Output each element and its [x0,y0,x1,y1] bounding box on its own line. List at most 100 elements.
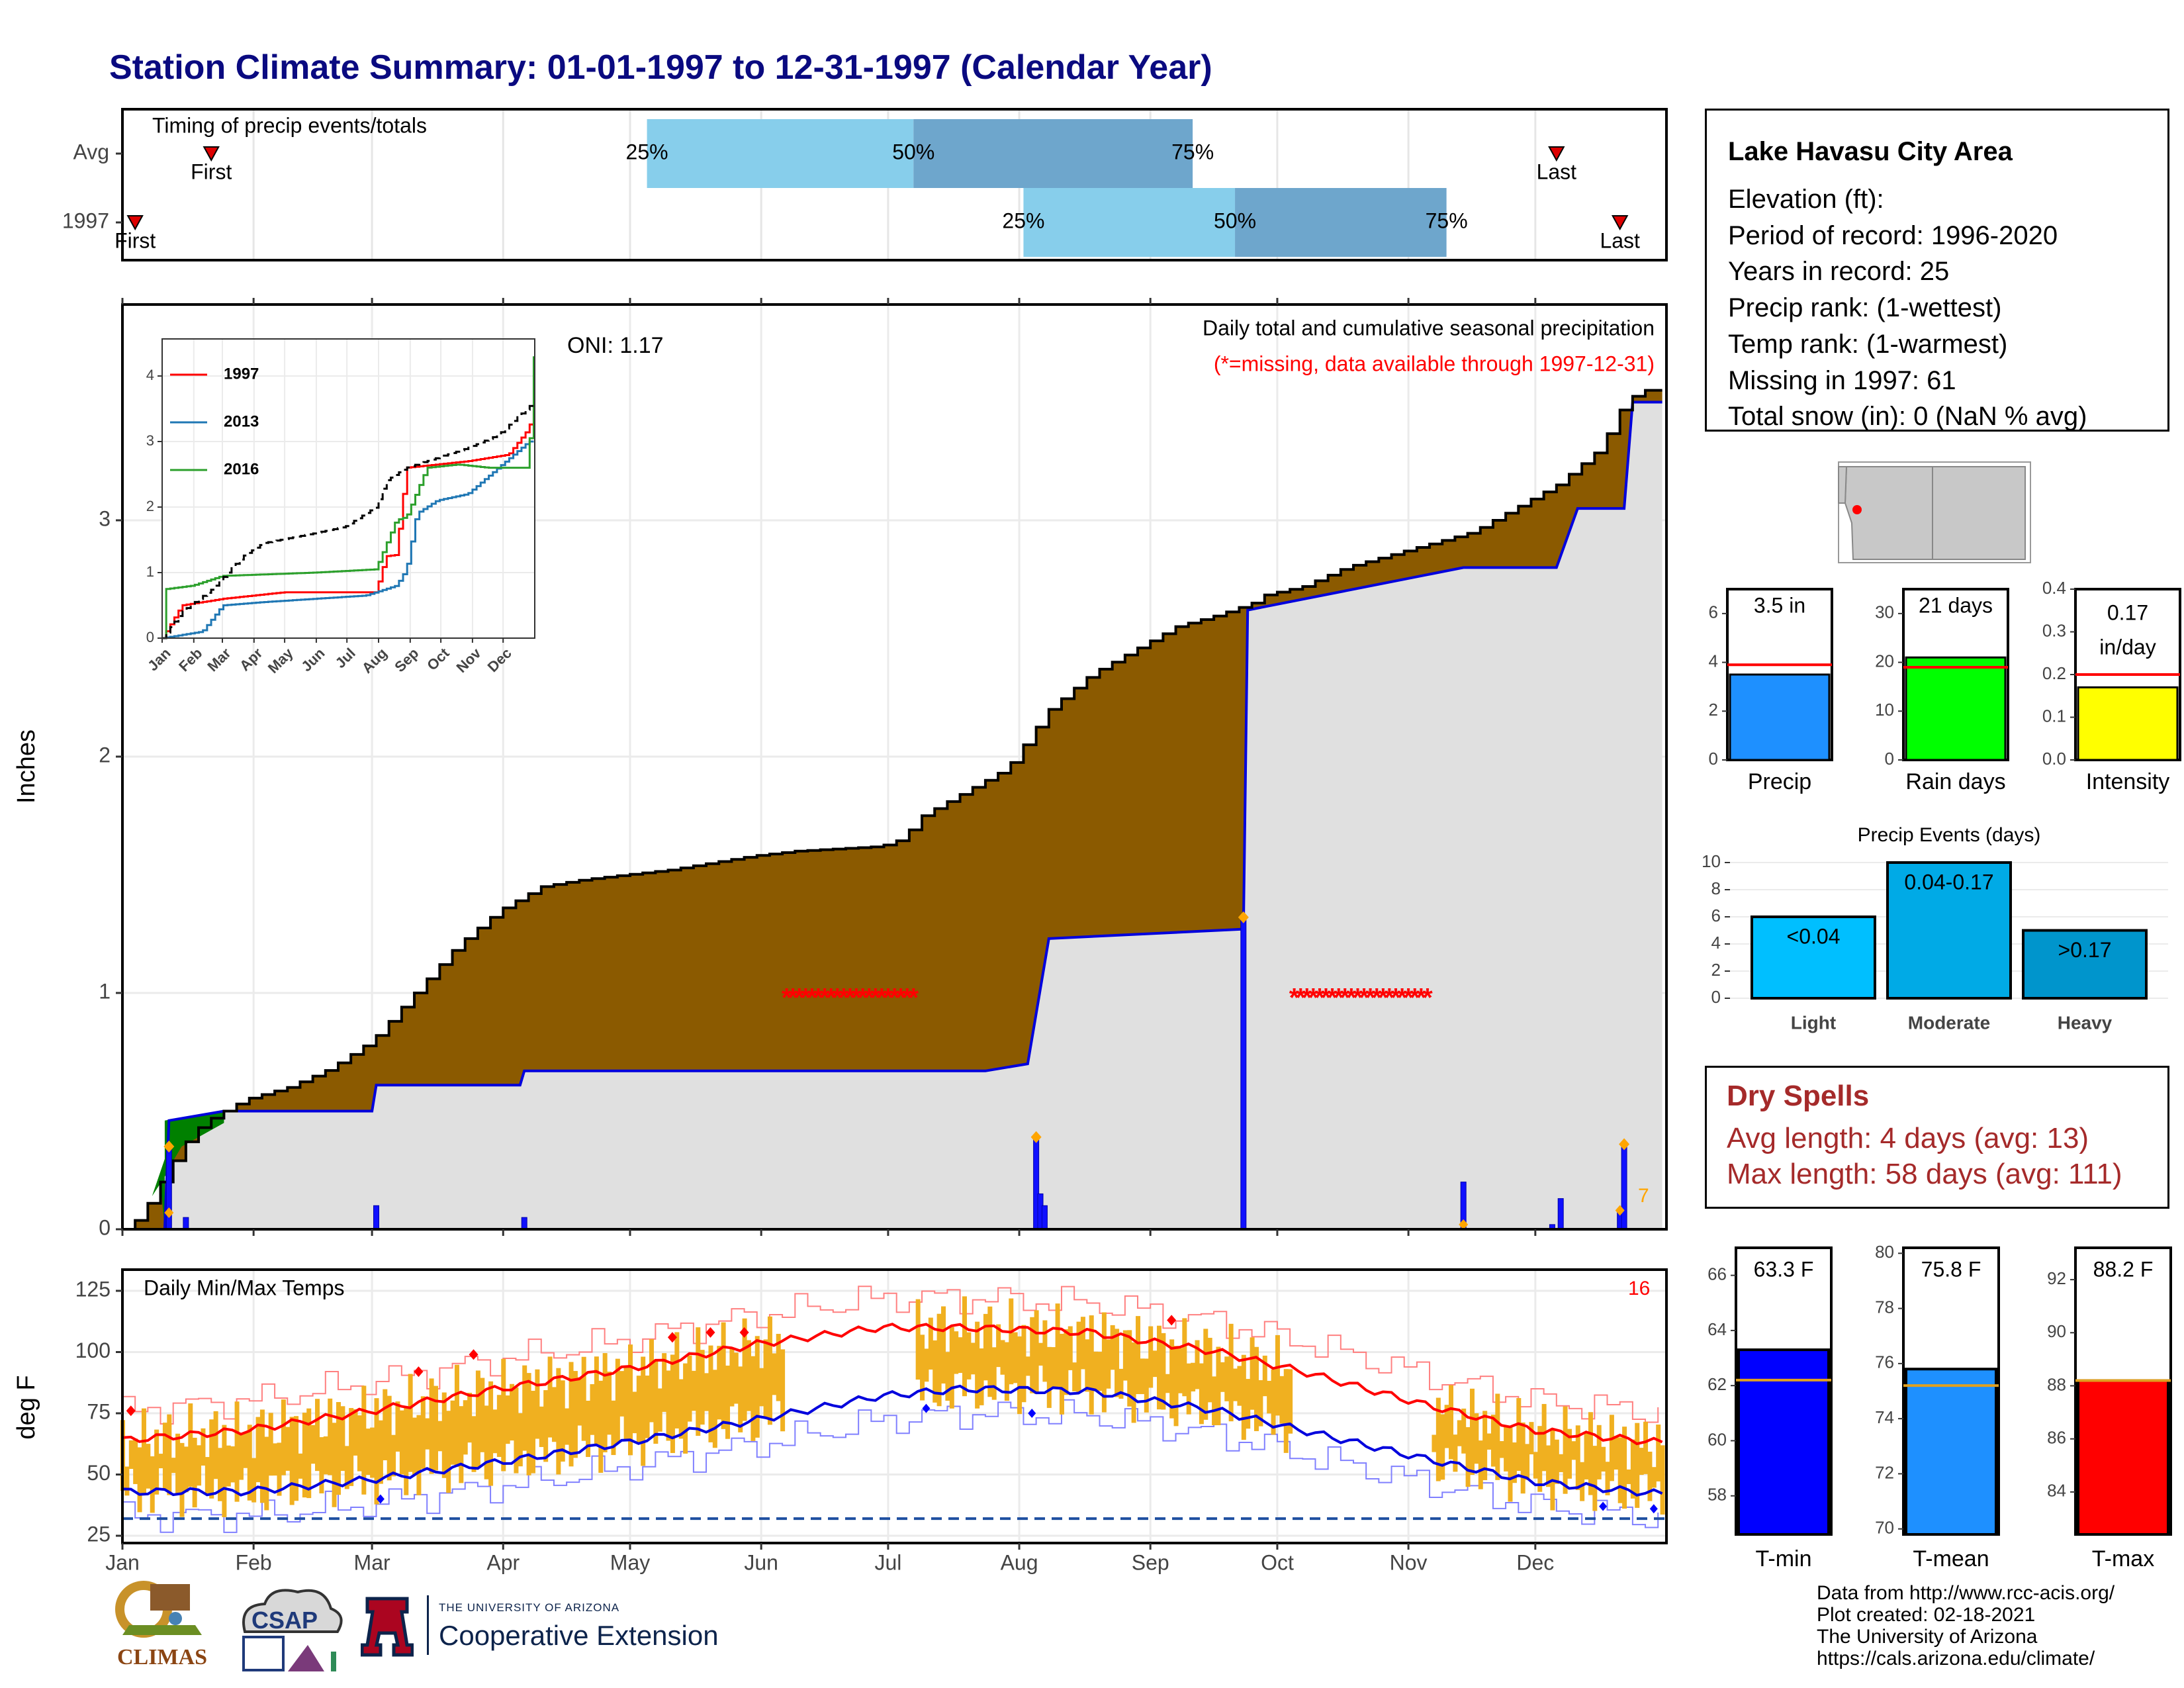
daily-temp-range-bar [1271,1369,1276,1435]
precip-y-tick-label: 0 [99,1215,111,1239]
new-mexico-shape [1932,466,2026,560]
missing-data-star: * [794,984,805,1013]
daily-temp-range-bar [1233,1368,1238,1401]
daily-temp-range-bar [399,1410,404,1475]
daily-temp-range-bar [696,1327,701,1436]
daily-temp-range-bar [763,1339,768,1417]
daily-temp-range-bar [383,1389,388,1460]
daily-temp-range-bar [1004,1342,1009,1401]
daily-temp-range-bar [928,1317,933,1370]
summary-bar-label: Precip [1748,769,1811,794]
daily-temp-range-bar [1639,1448,1644,1476]
temp-bar-value-1 [1905,1368,1997,1536]
daily-precip-bar [1557,1198,1564,1230]
daily-temp-range-bar [522,1365,527,1451]
daily-temp-range-bar [501,1358,506,1472]
daily-temp-range-bar [1253,1346,1259,1431]
daily-temp-range-bar [450,1400,455,1465]
missing-data-star: * [813,984,824,1013]
daily-temp-range-bar [602,1353,608,1452]
missing-data-star: * [1422,984,1433,1013]
summary-bar-tick-label: 0.1 [2042,706,2066,726]
climas-logo: CLIMAS [109,1579,215,1678]
daily-temp-range-bar [628,1344,633,1456]
daily-temp-range-bar [920,1335,925,1401]
daily-temp-range-bar [1550,1428,1555,1511]
inset-legend-label: 2013 [224,412,259,430]
daily-temp-range-bar [615,1358,620,1444]
summary-bar-tick-label: 0.2 [2042,663,2066,683]
record-high-marker [667,1332,677,1343]
daily-temp-range-bar [391,1434,396,1477]
daily-temp-range-bar [1626,1469,1631,1484]
daily-temp-range-bar [1034,1310,1039,1394]
daily-temp-range-bar [437,1421,443,1452]
daily-temp-range-bar [1490,1415,1496,1467]
timing-panel-title: Timing of precip events/totals [152,113,427,137]
summary-bar-tick-label: 6 [1709,602,1718,622]
daily-temp-range-bar [340,1406,345,1472]
missing-data-star: * [1397,984,1408,1013]
daily-temp-range-bar [1127,1330,1132,1407]
daily-temp-range-bar [433,1385,438,1471]
daily-temp-range-bar [623,1366,629,1440]
precip-rank: Precip rank: (1-wettest) [1728,293,2002,322]
timing-avg-q25-label: 25% [626,140,668,164]
daily-temp-range-bar [1469,1388,1475,1475]
missing-data-star: * [807,984,817,1013]
daily-temp-range-bar [1009,1298,1014,1385]
precip-missing-note: (*=missing, data available through 1997-… [1214,352,1655,375]
daily-temp-range-bar [285,1427,291,1471]
daily-temp-range-bar [1025,1356,1030,1376]
daily-temp-range-bar [1605,1462,1610,1495]
missing-data-star: * [1321,984,1332,1013]
daily-temp-range-bar [1212,1376,1217,1426]
inset-legend-label: 1997 [224,365,259,383]
daily-temp-range-bar [975,1321,980,1409]
daily-temp-range-bar [996,1324,1001,1368]
oni-label: ONI: 1.17 [567,333,664,358]
dry-max-length: Max length: 58 days (avg: 111) [1727,1158,2122,1190]
daily-temp-range-bar [704,1373,709,1411]
daily-temp-range-bar [328,1398,333,1476]
summary-bar-value-label: in/day [2099,635,2156,659]
daily-temp-range-bar [310,1425,316,1464]
missing-data-star: * [1385,984,1395,1013]
missing-data-star: * [788,984,798,1013]
daily-temp-range-bar [526,1373,531,1476]
inset-y-tick-label: 2 [146,498,154,514]
temp-bar-tick-label: 76 [1875,1352,1894,1372]
daily-temp-range-bar [632,1391,637,1434]
temp-x-tick-label: Apr [486,1550,520,1574]
temp-bar-tick-label: 84 [2047,1481,2066,1501]
temp-panel-frame [121,1268,1668,1544]
daily-temp-range-bar [649,1339,654,1423]
daily-temp-range-bar [205,1457,210,1494]
daily-temp-range-bar [218,1448,223,1501]
daily-temp-range-bar [1635,1423,1640,1508]
daily-temp-range-bar [1038,1342,1044,1366]
daily-temp-range-bar [1554,1439,1559,1484]
daily-temp-range-bar [475,1370,480,1468]
daily-temp-range-bar [1486,1433,1492,1450]
precip-events-tick-label: 8 [1711,878,1721,898]
timing-avg-q75-label: 75% [1171,140,1214,164]
daily-temp-range-bar [1059,1333,1064,1415]
missing-data-star: * [1416,984,1426,1013]
daily-temp-range-bar [1051,1347,1056,1389]
daily-temp-range-bar [234,1401,240,1502]
daily-temp-range-bar [1614,1436,1619,1470]
daily-temp-range-bar [141,1408,146,1494]
missing-data-star: * [845,984,856,1013]
daily-temp-range-bar [691,1370,696,1411]
record-high-marker [705,1327,715,1338]
daily-temp-range-bar [188,1403,193,1487]
daily-temp-range-bar [1161,1333,1166,1410]
daily-temp-range-bar [666,1370,671,1441]
summary-bar-tick-label: 0.4 [2042,578,2066,598]
precip-event-category-label: Light [1791,1012,1836,1033]
daily-temp-range-bar [201,1428,206,1466]
daily-temp-range-bar [556,1368,561,1475]
daily-temp-range-bar [915,1299,921,1380]
daily-temp-range-bar [289,1417,295,1505]
